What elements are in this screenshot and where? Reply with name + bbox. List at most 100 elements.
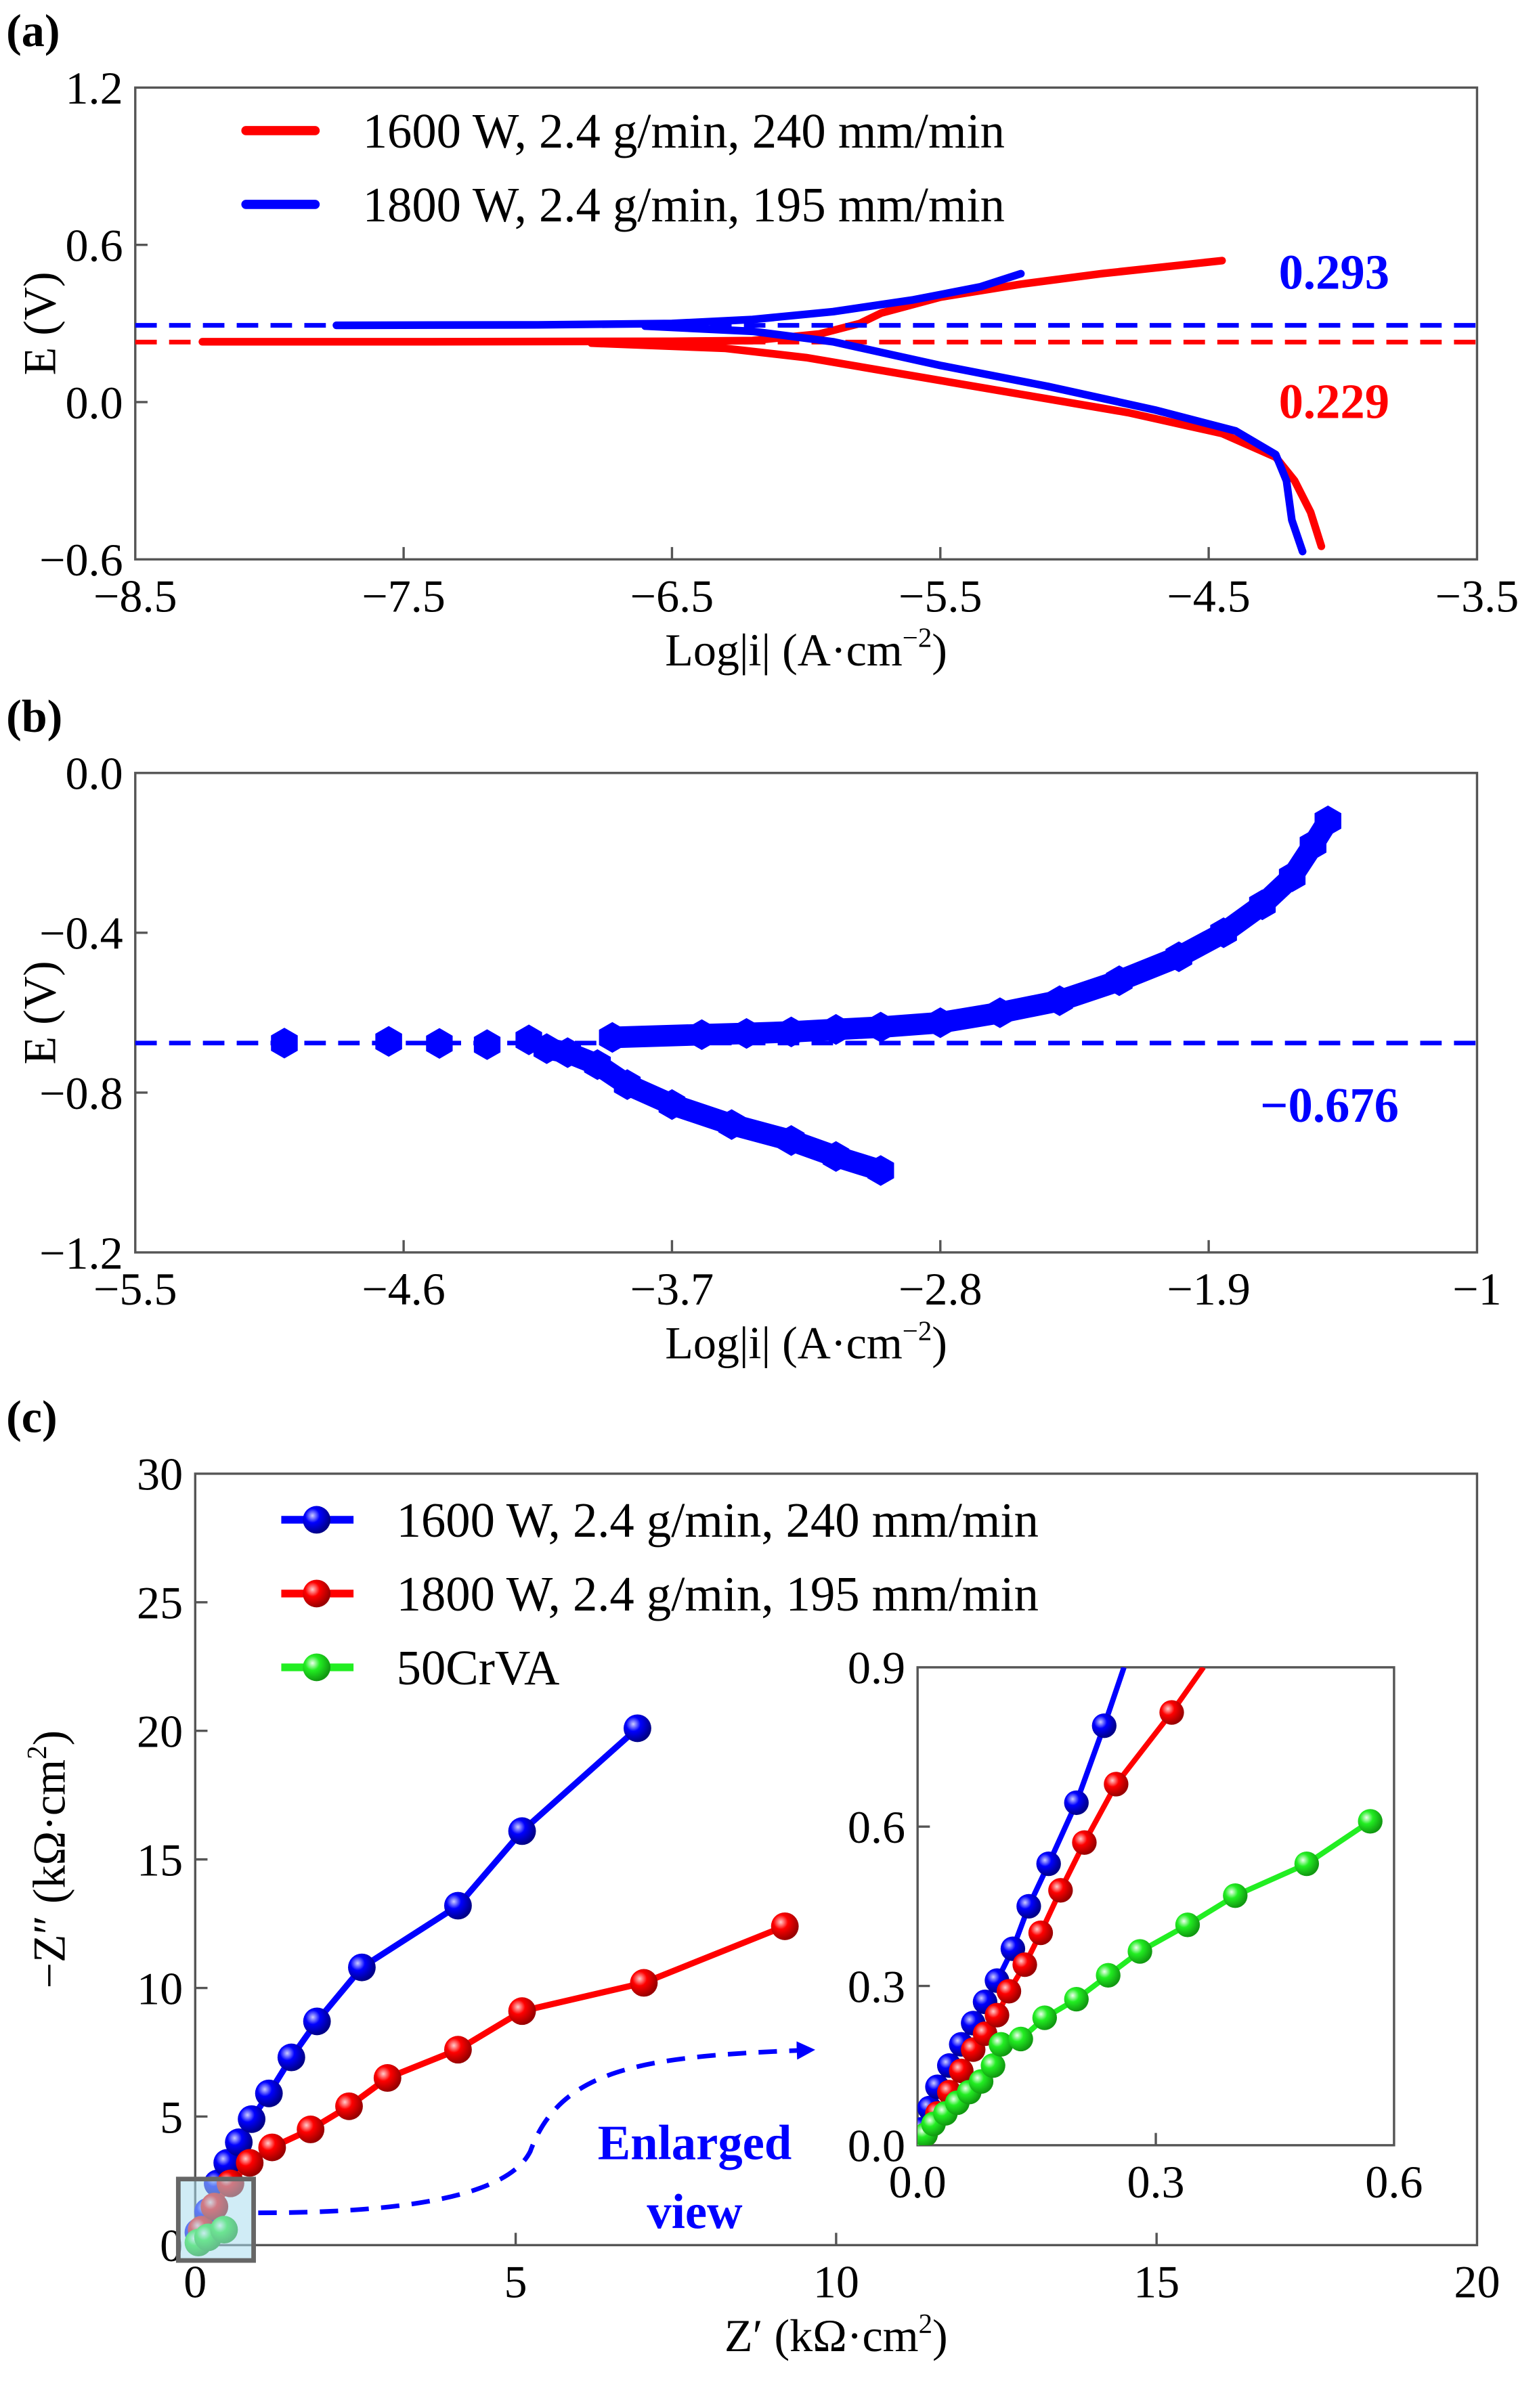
enlarged-view-arrow — [258, 2041, 816, 2216]
data-point — [225, 2128, 253, 2156]
hexagon-marker — [658, 1089, 686, 1120]
hexagon-marker — [987, 997, 1014, 1028]
legend-label: 1800 W, 2.4 g/min, 195 mm/min — [397, 1567, 1039, 1621]
legend-marker — [303, 1653, 331, 1682]
hexagon-marker — [599, 1022, 626, 1053]
data-point — [1294, 1851, 1320, 1877]
data-point — [989, 2032, 1014, 2057]
legend-label: 50CrVA — [397, 1640, 560, 1695]
hexagon-marker — [533, 1033, 561, 1064]
y-tick-label: 0.3 — [848, 1961, 905, 2012]
x-tick-label: 20 — [1454, 2256, 1500, 2308]
data-point — [1016, 1893, 1041, 1919]
data-point — [508, 1817, 536, 1845]
data-point — [258, 2133, 286, 2162]
y-tick-label: −1.2 — [39, 1227, 123, 1279]
data-point — [1091, 1713, 1117, 1738]
x-tick-label: 0.3 — [1127, 2156, 1184, 2208]
x-axis-label: Log|i| (A·cm−2) — [665, 1315, 947, 1368]
hexagon-marker — [822, 1141, 850, 1173]
ecorr-label-blue: 0.293 — [1279, 245, 1389, 300]
hexagon-marker — [867, 1155, 894, 1186]
y-axis-label: −Z″ (kΩ·cm2) — [22, 1730, 74, 1989]
data-point — [1223, 1883, 1248, 1908]
hexagon-marker — [375, 1026, 402, 1057]
data-point — [1127, 1939, 1152, 1964]
panel-label-a: (a) — [6, 5, 60, 56]
hexagon-marker — [554, 1037, 582, 1068]
panel-label-c: (c) — [6, 1391, 58, 1443]
data-point — [347, 1953, 376, 1982]
x-tick-label: 15 — [1133, 2256, 1179, 2308]
x-tick-label: −2.8 — [899, 1263, 982, 1315]
y-tick-label: 0.6 — [848, 1801, 905, 1853]
legend-label: 1600 W, 2.4 g/min, 240 mm/min — [397, 1493, 1039, 1548]
data-point — [1032, 2005, 1057, 2030]
ecorr-label: −0.676 — [1260, 1078, 1399, 1133]
hexagon-marker — [1314, 805, 1342, 837]
hexagon-marker — [733, 1017, 760, 1049]
legend-label: 1800 W, 2.4 g/min, 195 mm/min — [363, 177, 1005, 232]
data-point — [303, 2007, 331, 2036]
x-tick-label: −7.5 — [362, 570, 446, 621]
y-tick-label: 20 — [137, 1706, 183, 1757]
hexagon-marker — [777, 1016, 805, 1047]
y-axis-label: E (V) — [14, 961, 66, 1064]
data-point — [1064, 1790, 1089, 1816]
data-point — [996, 1979, 1022, 2004]
legend-marker — [303, 1579, 331, 1608]
x-axis-label: Log|i| (A·cm−2) — [665, 623, 947, 676]
data-point — [443, 2036, 472, 2064]
y-tick-label: 0.0 — [66, 377, 123, 429]
data-point — [335, 2092, 363, 2120]
hexagon-marker — [473, 1029, 501, 1060]
y-tick-label: 0.0 — [66, 748, 123, 800]
y-tick-label: 5 — [160, 2091, 183, 2143]
annotation-view: view — [647, 2184, 743, 2239]
data-point — [1159, 1700, 1184, 1725]
y-tick-label: 0.6 — [66, 220, 123, 271]
hexagon-marker — [927, 1007, 954, 1038]
y-tick-label: 30 — [137, 1449, 183, 1500]
hexagon-marker — [688, 1019, 716, 1051]
data-point — [297, 2116, 325, 2143]
hexagon-marker — [867, 1011, 894, 1043]
hexagon-marker — [1278, 861, 1306, 892]
hexagon-marker — [271, 1028, 298, 1059]
panel-b: −5.5 −4.6 −3.7 −2.8 −1.9 −1 −1.2 −0.8 −0.4 0.0 Log… — [14, 748, 1502, 1369]
data-point — [624, 1714, 651, 1743]
panel-a: −8.5 −7.5 −6.5 −5.5 −4.5 −3.5 −0.6 0.0 0.6 1.2 Log… — [14, 62, 1519, 676]
x-tick-label: 5 — [504, 2256, 527, 2308]
panel-label-b: (b) — [6, 690, 62, 741]
data-point — [373, 2064, 402, 2092]
x-tick-label: 0 — [183, 2256, 207, 2308]
x-tick-label: 0.6 — [1365, 2156, 1423, 2208]
hexagon-marker — [613, 1069, 641, 1100]
data-point — [1064, 1986, 1089, 2012]
x-tick-label: −4.6 — [362, 1263, 446, 1315]
data-point — [1008, 2026, 1033, 2052]
y-tick-label: 1.2 — [66, 62, 123, 114]
data-point — [238, 2105, 266, 2133]
x-tick-label: 0.0 — [889, 2156, 947, 2208]
y-axis-label: E (V) — [14, 271, 66, 375]
x-tick-label: −1.9 — [1167, 1263, 1251, 1315]
data-point — [236, 2149, 264, 2177]
data-point — [443, 1891, 472, 1920]
hexagon-marker — [718, 1109, 745, 1140]
y-tick-label: 15 — [137, 1834, 183, 1885]
data-point — [771, 1912, 799, 1940]
hexagon-marker — [1299, 829, 1326, 860]
hexagon-marker — [822, 1013, 850, 1045]
data-point — [1012, 1952, 1037, 1977]
inset-plot: 0.0 0.3 0.6 0.0 0.3 0.6 0.9 — [848, 1642, 1423, 2208]
y-tick-label: 25 — [137, 1577, 183, 1629]
data-point — [984, 2002, 1010, 2028]
cathodic-curve — [587, 339, 1326, 550]
data-point — [949, 2058, 974, 2084]
data-point — [1104, 1772, 1129, 1797]
data-point — [1358, 1809, 1383, 1834]
hexagon-marker — [1249, 889, 1276, 921]
